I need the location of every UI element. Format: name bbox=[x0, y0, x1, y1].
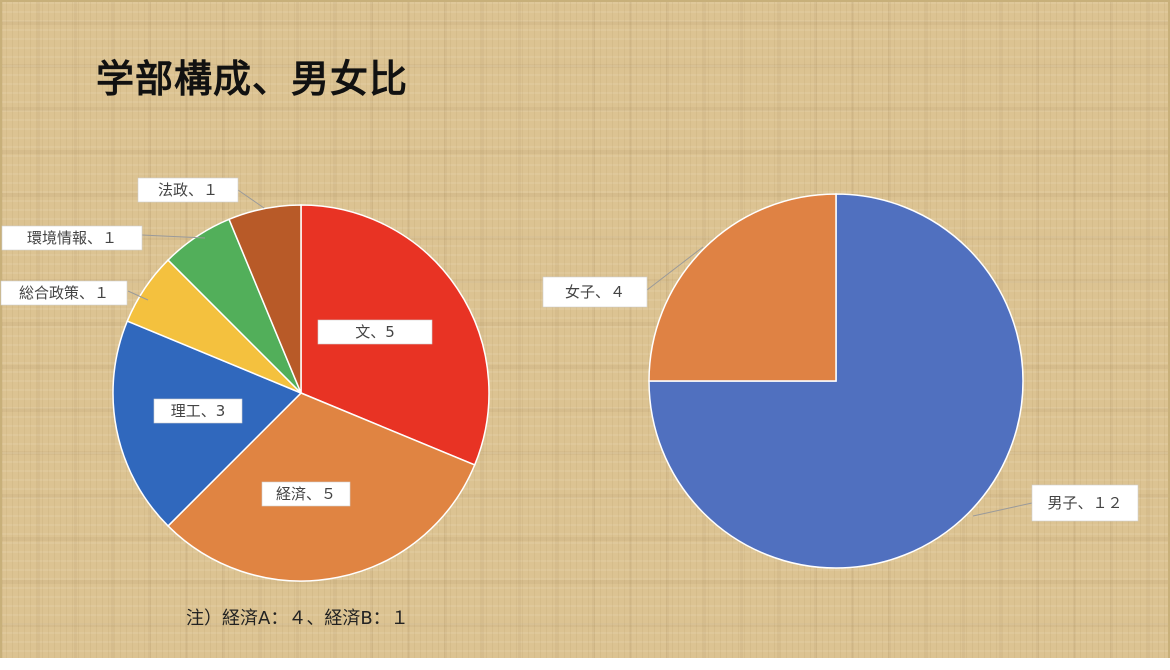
data-label: 女子、４ bbox=[565, 283, 625, 301]
data-label-box bbox=[1, 225, 143, 251]
data-label: 総合政策、１ bbox=[19, 284, 109, 302]
page-title: 学部構成、男女比 bbox=[96, 57, 409, 101]
footnote: 注）経済A：４、経済B：１ bbox=[186, 608, 409, 629]
data-label: 理工、3 bbox=[171, 402, 226, 420]
label-leader-line bbox=[141, 234, 206, 239]
data-label: 環境情報、１ bbox=[27, 229, 117, 247]
label-leader-line bbox=[237, 189, 265, 209]
data-label: 文、5 bbox=[355, 323, 395, 341]
data-label-box bbox=[261, 481, 351, 507]
data-label: 法政、１ bbox=[158, 181, 218, 199]
data-label-box bbox=[0, 280, 128, 306]
label-leader-line bbox=[646, 246, 704, 291]
pie-slice-faculty-5 bbox=[228, 204, 302, 394]
data-label-box bbox=[317, 319, 433, 345]
data-label-box bbox=[153, 398, 243, 424]
data-label-box bbox=[542, 276, 648, 308]
data-label-box bbox=[1031, 484, 1139, 522]
pie-slice-faculty-2 bbox=[112, 320, 303, 528]
gender-pie-chart: 男子、１２ 女子、４ bbox=[542, 193, 1139, 569]
data-label: 経済、５ bbox=[276, 485, 336, 503]
data-label: 男子、１２ bbox=[1047, 494, 1122, 512]
label-leader-line bbox=[127, 290, 149, 301]
bottom-strip bbox=[0, 658, 1170, 670]
label-leader-line bbox=[972, 502, 1033, 517]
faculty-pie-chart: 文、5 経済、５ 理工、3 総合政策、１ 環境情報、１ 法政、１ bbox=[0, 177, 490, 582]
pie-slice-gender-1 bbox=[648, 193, 837, 382]
data-label-box bbox=[137, 177, 239, 203]
